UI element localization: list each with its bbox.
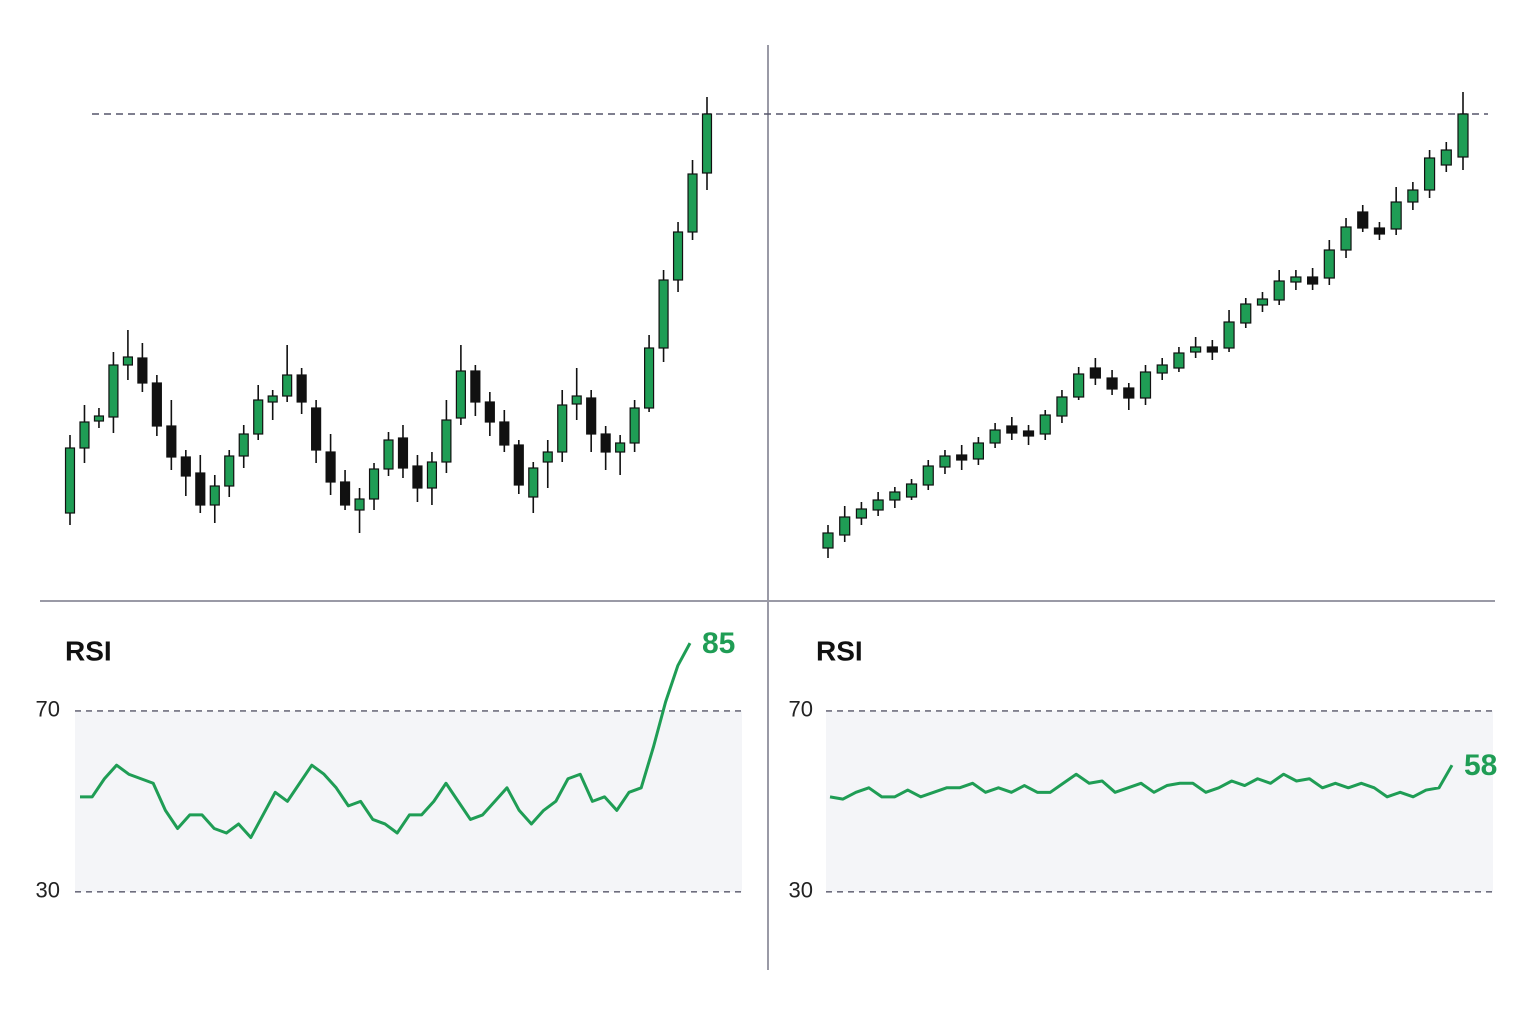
candle-body <box>1256 298 1269 306</box>
candle-body <box>956 454 968 461</box>
candle-body <box>586 397 597 435</box>
candle-body <box>889 491 901 501</box>
candle-body <box>872 499 884 511</box>
candle-body <box>93 415 105 422</box>
candle-body <box>687 173 698 233</box>
candle-body <box>658 279 669 349</box>
candle-body <box>701 113 713 174</box>
candle-body <box>1307 276 1319 285</box>
candle-body <box>989 429 1001 444</box>
candle-body <box>1106 377 1118 390</box>
candle-body <box>1206 346 1218 353</box>
y-tick-label: 70 <box>36 697 60 722</box>
candle-body <box>137 357 148 384</box>
candle-body <box>922 465 934 486</box>
rsi-band <box>75 710 742 892</box>
candle-body <box>1457 113 1469 158</box>
candle-body <box>644 347 655 409</box>
candle-body <box>1423 157 1436 191</box>
candle-body <box>1173 352 1185 369</box>
candle-body <box>972 442 984 460</box>
candle-body <box>1373 227 1386 235</box>
candle-body <box>528 467 539 498</box>
candle-body <box>368 468 380 500</box>
candle-body <box>311 407 322 451</box>
candle-body <box>166 425 177 458</box>
candle-body <box>557 404 568 453</box>
candle-body <box>1089 367 1101 379</box>
candle-body <box>267 395 278 403</box>
candle-body <box>1006 425 1018 434</box>
candle-body <box>339 481 351 506</box>
candle-body <box>905 483 918 498</box>
candle-body <box>296 374 307 403</box>
last-value-label: 58 <box>1464 749 1497 782</box>
y-tick-label: 30 <box>789 878 813 903</box>
candle-body <box>383 439 394 470</box>
candle-body <box>1022 430 1035 437</box>
candle-body <box>1390 201 1402 230</box>
candle-body <box>253 399 264 435</box>
candle-body <box>542 451 553 463</box>
candle-body <box>441 419 452 463</box>
rsi-line <box>829 764 1454 801</box>
candle-body <box>571 395 582 405</box>
candle-body <box>426 461 438 489</box>
candle-body <box>1156 364 1168 374</box>
candle-body <box>600 433 611 453</box>
candle-body <box>1039 414 1051 435</box>
candle-body <box>499 421 510 446</box>
candle-body <box>939 455 951 468</box>
candle-body <box>1190 346 1202 353</box>
y-tick-label: 70 <box>789 697 813 722</box>
panel-title: RSI <box>65 635 112 666</box>
candle-body <box>455 370 466 419</box>
candle-body <box>839 516 851 536</box>
rsi-band <box>826 710 1493 892</box>
panel-title: RSI <box>816 635 863 666</box>
candle-body <box>1440 149 1452 166</box>
y-tick-label: 30 <box>36 878 60 903</box>
candle-body <box>855 508 868 519</box>
candle-body <box>325 451 336 483</box>
candle-body <box>122 356 133 366</box>
candle-body <box>180 456 191 477</box>
candle-body <box>1323 249 1335 279</box>
candle-body <box>282 374 293 397</box>
candle-body <box>79 421 90 449</box>
candle-body <box>412 465 423 489</box>
candle-body <box>209 485 220 506</box>
candle-body <box>108 364 119 418</box>
candle-body <box>1273 280 1285 301</box>
candle-body <box>64 447 76 514</box>
last-value-label: 85 <box>702 627 735 660</box>
candle-body <box>238 433 249 457</box>
candle-body <box>513 444 524 486</box>
candle-body <box>1223 321 1235 349</box>
candle-body <box>1139 371 1152 399</box>
candle-body <box>354 498 365 511</box>
candle-body <box>615 442 626 453</box>
candle-body <box>672 231 684 281</box>
candle-body <box>1240 303 1252 324</box>
candle-body <box>629 407 640 444</box>
candle-body <box>151 382 162 427</box>
candle-body <box>195 472 206 506</box>
candle-body <box>1056 396 1068 417</box>
rsi-line <box>80 642 692 840</box>
candle-body <box>224 455 235 487</box>
candle-body <box>1407 189 1419 203</box>
candle-body <box>470 370 481 403</box>
candle-body <box>1340 226 1352 251</box>
candle-body <box>1290 276 1302 283</box>
candle-body <box>397 437 409 469</box>
candle-body <box>484 401 495 423</box>
candle-body <box>1123 387 1135 399</box>
candle-body <box>1357 211 1369 229</box>
candle-body <box>1073 373 1085 398</box>
candle-body <box>822 532 834 549</box>
